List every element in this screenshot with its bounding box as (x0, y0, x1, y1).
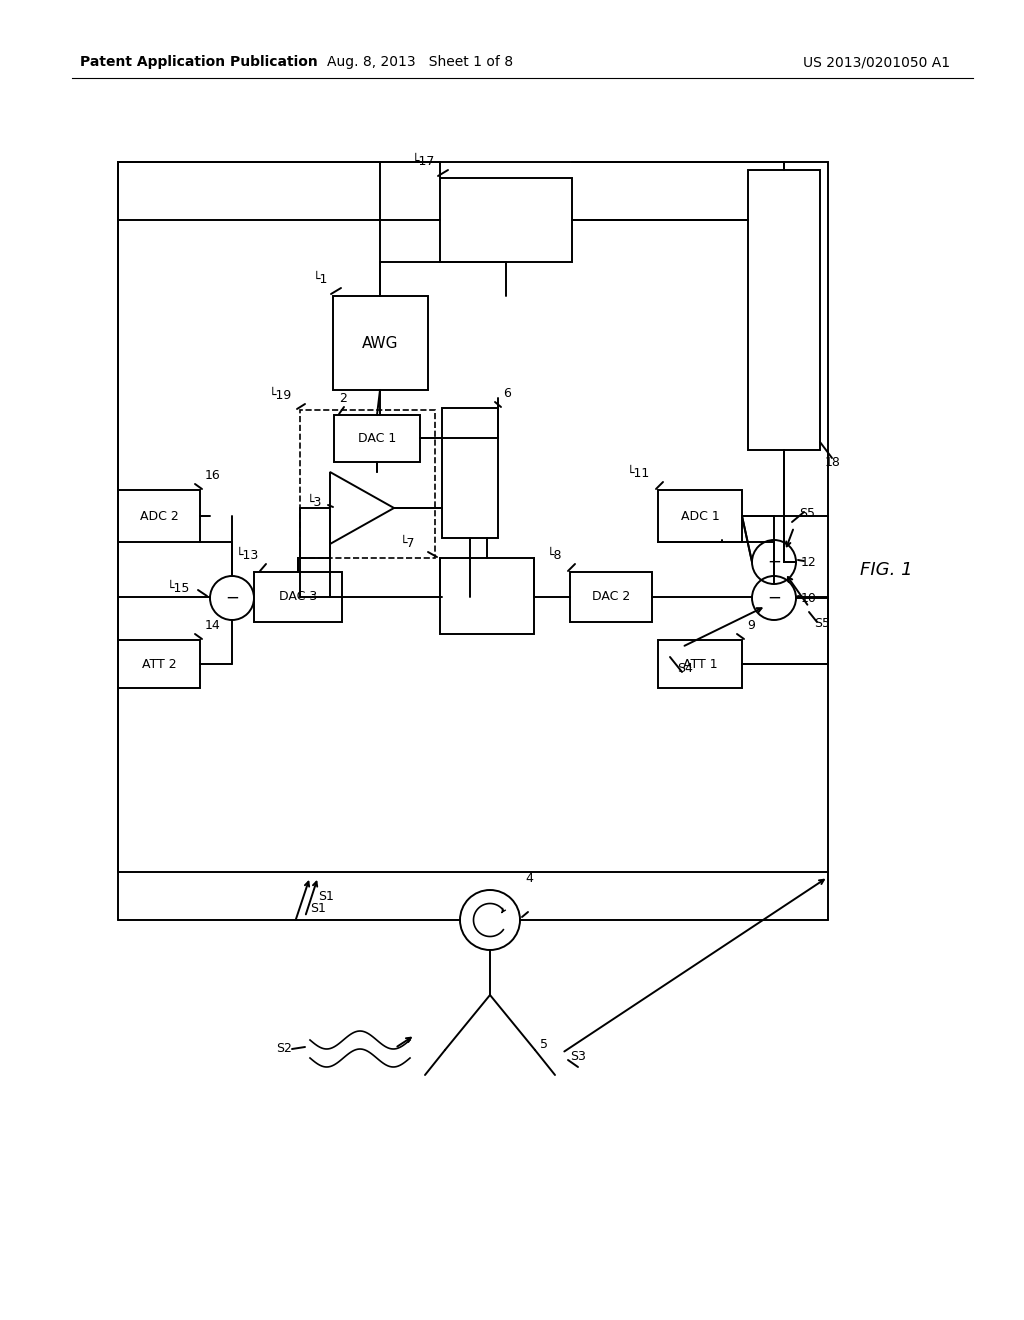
Bar (118, 640, 200, 688)
Text: └8: └8 (547, 549, 562, 562)
Bar (254, 572, 342, 622)
Bar (748, 170, 820, 450)
Text: US 2013/0201050 A1: US 2013/0201050 A1 (803, 55, 950, 69)
Text: 10: 10 (801, 591, 817, 605)
Text: S1: S1 (318, 891, 334, 903)
Text: S5: S5 (814, 616, 830, 630)
Text: S5: S5 (799, 507, 815, 520)
Text: Aug. 8, 2013   Sheet 1 of 8: Aug. 8, 2013 Sheet 1 of 8 (327, 55, 513, 69)
Text: ADC 1: ADC 1 (681, 510, 720, 523)
Bar (440, 178, 572, 261)
Text: ATT 2: ATT 2 (141, 657, 176, 671)
Bar (300, 411, 435, 558)
Text: DAC 1: DAC 1 (357, 432, 396, 445)
Text: 5: 5 (540, 1039, 548, 1052)
Text: FIG. 1: FIG. 1 (860, 561, 912, 579)
Text: S2: S2 (276, 1043, 292, 1056)
Text: └19: └19 (268, 389, 292, 403)
Text: └15: └15 (167, 582, 190, 594)
Bar (658, 490, 742, 543)
Text: −: − (767, 553, 781, 572)
Text: −: − (767, 589, 781, 607)
Text: 9: 9 (746, 619, 755, 632)
Text: DAC 3: DAC 3 (279, 590, 317, 603)
Text: S1: S1 (310, 902, 326, 915)
Bar (442, 408, 498, 539)
Text: Patent Application Publication: Patent Application Publication (80, 55, 317, 69)
Bar (118, 490, 200, 543)
Bar (333, 296, 428, 389)
Text: S3: S3 (570, 1051, 586, 1064)
Text: 2: 2 (339, 392, 347, 405)
Bar (570, 572, 652, 622)
Text: 4: 4 (525, 873, 532, 884)
Bar (440, 558, 534, 634)
Text: 16: 16 (205, 469, 221, 482)
Text: └13: └13 (236, 549, 259, 562)
Text: 14: 14 (205, 619, 221, 632)
Text: 12: 12 (801, 556, 817, 569)
Text: └11: └11 (627, 467, 650, 480)
Text: DAC 2: DAC 2 (592, 590, 630, 603)
Bar (118, 162, 828, 873)
Text: 6: 6 (503, 387, 511, 400)
Text: −: − (225, 589, 239, 607)
Text: AWG: AWG (362, 335, 398, 351)
Text: 18: 18 (825, 455, 841, 469)
Text: └7: └7 (399, 537, 415, 550)
Text: ADC 2: ADC 2 (139, 510, 178, 523)
Text: └3: └3 (306, 496, 322, 510)
Text: └1: └1 (312, 273, 328, 286)
Bar (658, 640, 742, 688)
Bar (334, 414, 420, 462)
Text: S4: S4 (677, 663, 693, 675)
Text: ATT 1: ATT 1 (683, 657, 718, 671)
Text: └17: └17 (412, 154, 435, 168)
